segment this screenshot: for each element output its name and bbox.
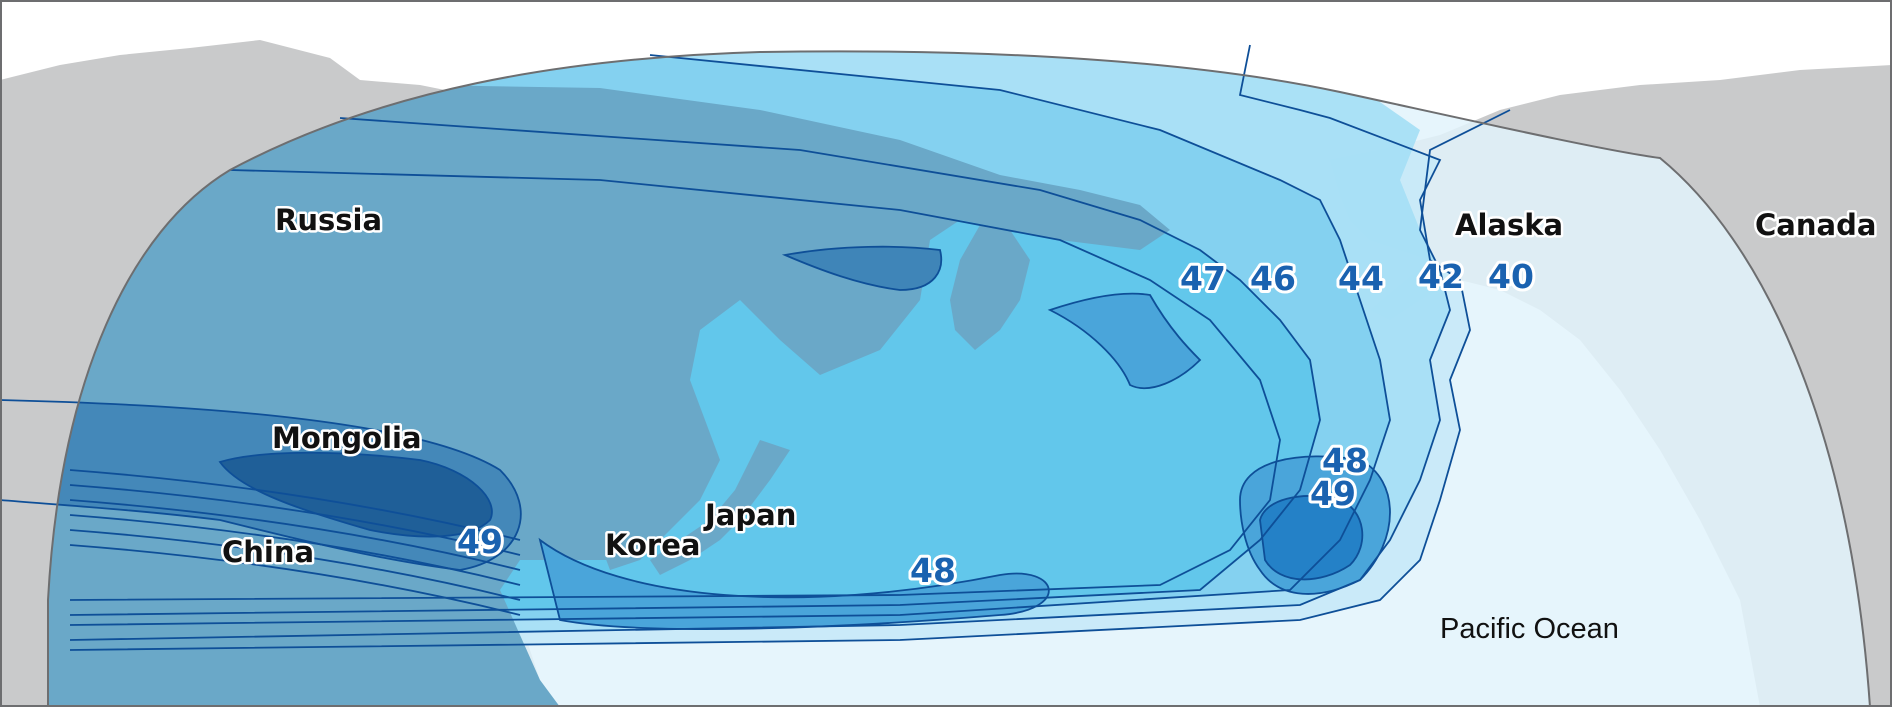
contour-line-48-north <box>1047 292 1202 390</box>
contour-label-47: 47 <box>1180 259 1226 298</box>
contour-line-40 <box>69 44 1471 651</box>
contour-label-48-east: 48 <box>1322 441 1368 480</box>
coverage-level-48-south <box>540 540 1049 630</box>
contour-line-46 <box>69 117 1321 616</box>
contour-lines <box>0 44 1511 651</box>
contour-label-49-west: 49 <box>457 522 503 561</box>
contour-line-44 <box>69 54 1391 626</box>
contour-line-48-south <box>538 537 1050 630</box>
korea-within-coverage <box>595 470 660 570</box>
footprint-frame <box>47 50 1871 707</box>
contour-line-okhotsk <box>781 245 942 291</box>
label-pacific-ocean: Pacific Ocean <box>1440 613 1619 645</box>
contour-label-40: 40 <box>1488 257 1534 296</box>
contour-line-48-east <box>1239 455 1391 595</box>
contour-line-48-west <box>0 399 522 571</box>
label-canada: Canada <box>1755 208 1876 242</box>
coverage-level-48-north <box>1050 293 1200 389</box>
label-mongolia: Mongolia <box>272 421 422 455</box>
coverage-level-48-okhotsk <box>785 246 942 290</box>
contour-label-49-east: 49 <box>1310 474 1356 513</box>
contour-line-49-east <box>1259 495 1364 581</box>
label-alaska: Alaska <box>1455 208 1563 242</box>
contour-line-49-west <box>218 451 493 538</box>
contour-line-42 <box>69 109 1511 641</box>
label-china: China <box>222 535 314 569</box>
contour-label-44: 44 <box>1338 259 1384 298</box>
label-korea: Korea <box>605 528 700 562</box>
contour-line-47 <box>69 169 1281 601</box>
coverage-level-49-east <box>1260 496 1363 580</box>
japan-within-coverage <box>650 440 790 575</box>
contour-label-48-south: 48 <box>910 551 956 590</box>
label-japan: Japan <box>703 498 796 532</box>
contour-label-46: 46 <box>1250 259 1296 298</box>
coverage-level-49-west <box>220 452 492 537</box>
kamchatka-within-coverage <box>950 225 1030 350</box>
contour-label-42: 42 <box>1418 257 1464 296</box>
contour-line-bundle-china <box>69 469 521 616</box>
label-russia: Russia <box>275 203 382 237</box>
